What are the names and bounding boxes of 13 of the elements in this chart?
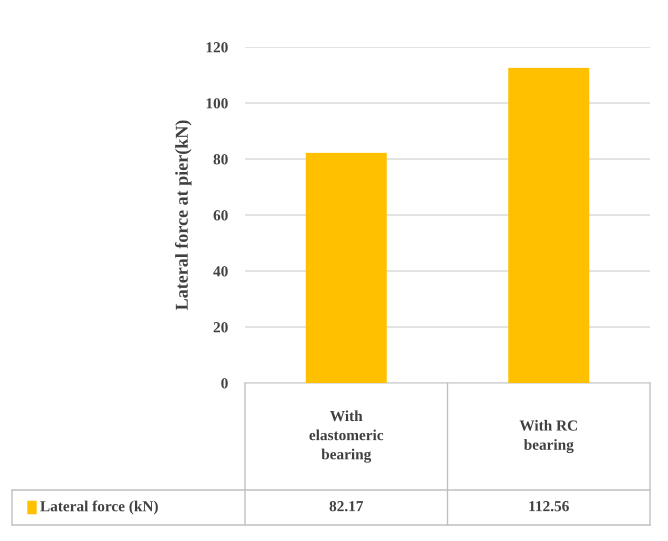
data-label: 82.17 xyxy=(330,501,364,512)
x-tick-label: With RC bearing xyxy=(520,420,577,454)
y-tick-label: 20 xyxy=(214,322,228,332)
y-tick-label: 0 xyxy=(221,378,228,388)
y-tick-label: 40 xyxy=(213,266,228,276)
data-label: 112.56 xyxy=(529,501,569,512)
legend-label: Lateral force (kN) xyxy=(40,500,158,515)
x-tick-label: With elastomeric bearing xyxy=(309,410,384,463)
y-axis-title: Lateral force at pier(kN) xyxy=(174,120,192,310)
y-tick-label: 100 xyxy=(206,98,228,108)
y-tick-label: 60 xyxy=(214,210,228,220)
y-tick-label: 80 xyxy=(214,154,228,164)
y-tick-label: 120 xyxy=(206,42,228,52)
